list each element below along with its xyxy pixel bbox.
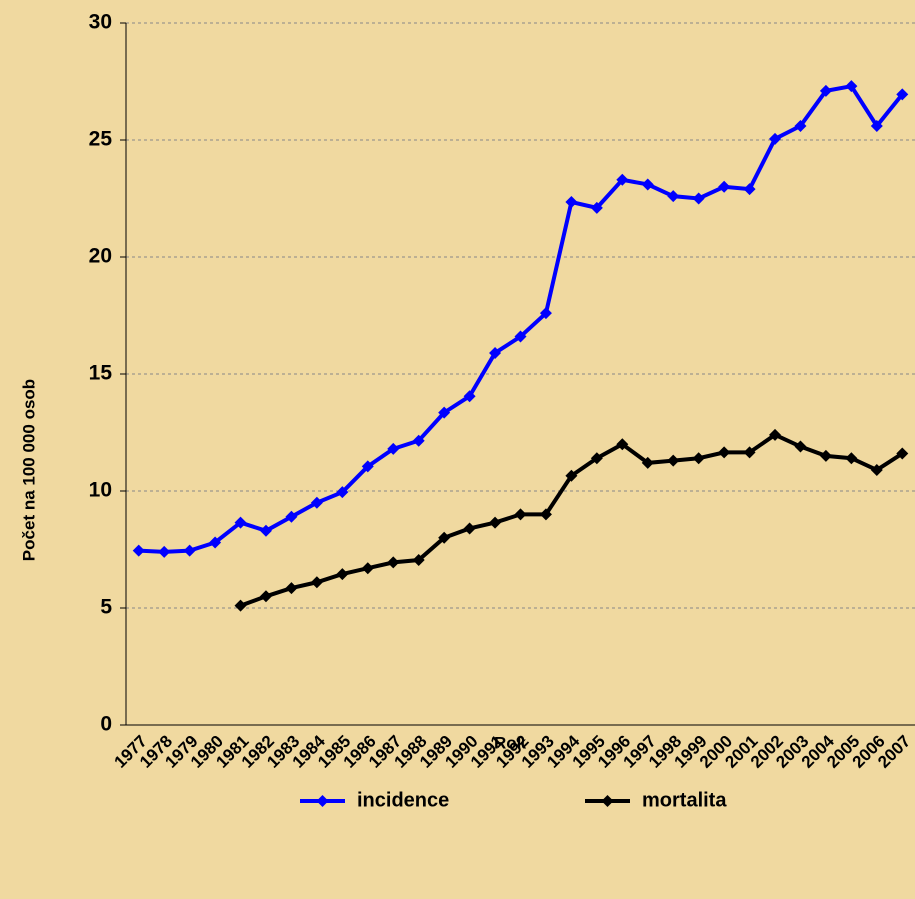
data-point (132, 544, 145, 557)
data-point (336, 568, 349, 581)
data-point (794, 440, 807, 453)
data-point (310, 496, 323, 509)
data-point (565, 196, 578, 209)
data-point (285, 510, 298, 523)
data-point (539, 307, 552, 320)
data-point (743, 446, 756, 459)
legend-label: mortalita (642, 789, 727, 811)
data-point (616, 173, 629, 186)
legend-marker (601, 795, 614, 807)
data-point (158, 545, 171, 558)
data-point (667, 190, 680, 203)
data-point (310, 576, 323, 589)
data-point (514, 508, 527, 521)
data-point (361, 562, 374, 575)
data-point (590, 452, 603, 465)
data-point (234, 516, 247, 529)
y-tick-label: 15 (89, 362, 113, 385)
y-tick-label: 20 (89, 245, 112, 268)
data-point (718, 180, 731, 193)
data-point (463, 390, 476, 403)
data-point (259, 524, 272, 537)
data-point (514, 330, 527, 343)
data-point (794, 119, 807, 132)
data-point (234, 599, 247, 612)
legend-label: incidence (357, 789, 449, 811)
data-point (641, 456, 654, 469)
y-tick-label: 0 (100, 713, 112, 736)
data-point (438, 406, 451, 419)
data-point (539, 508, 552, 521)
data-point (361, 460, 374, 473)
data-point (845, 452, 858, 465)
data-point (692, 192, 705, 205)
data-point (769, 132, 782, 145)
y-tick-label: 30 (89, 11, 112, 34)
data-point (565, 469, 578, 482)
data-point (183, 544, 196, 557)
data-point (718, 446, 731, 459)
data-point (590, 201, 603, 214)
data-point (692, 452, 705, 465)
data-point (463, 522, 476, 535)
data-point (667, 454, 680, 467)
y-tick-label: 5 (100, 596, 112, 619)
legend-marker (316, 795, 329, 807)
data-point (743, 183, 756, 196)
data-point (412, 554, 425, 567)
data-point (387, 442, 400, 455)
data-point (438, 531, 451, 544)
y-tick-label: 10 (89, 479, 112, 502)
data-point (870, 119, 883, 132)
data-point (489, 346, 502, 359)
data-point (819, 84, 832, 97)
data-point (259, 590, 272, 603)
data-point (819, 449, 832, 462)
data-point (896, 447, 909, 460)
x-axis-title: Rok (494, 733, 527, 752)
y-axis-title: Počet na 100 000 osob (19, 379, 38, 561)
data-point (616, 438, 629, 451)
data-point (870, 463, 883, 476)
data-point (489, 516, 502, 529)
data-point (896, 88, 909, 101)
data-point (336, 486, 349, 499)
data-point (845, 80, 858, 93)
data-point (387, 556, 400, 569)
y-tick-label: 25 (89, 128, 113, 151)
data-point (412, 434, 425, 447)
data-point (209, 536, 222, 549)
data-point (641, 178, 654, 191)
data-point (769, 428, 782, 441)
data-point (285, 582, 298, 595)
